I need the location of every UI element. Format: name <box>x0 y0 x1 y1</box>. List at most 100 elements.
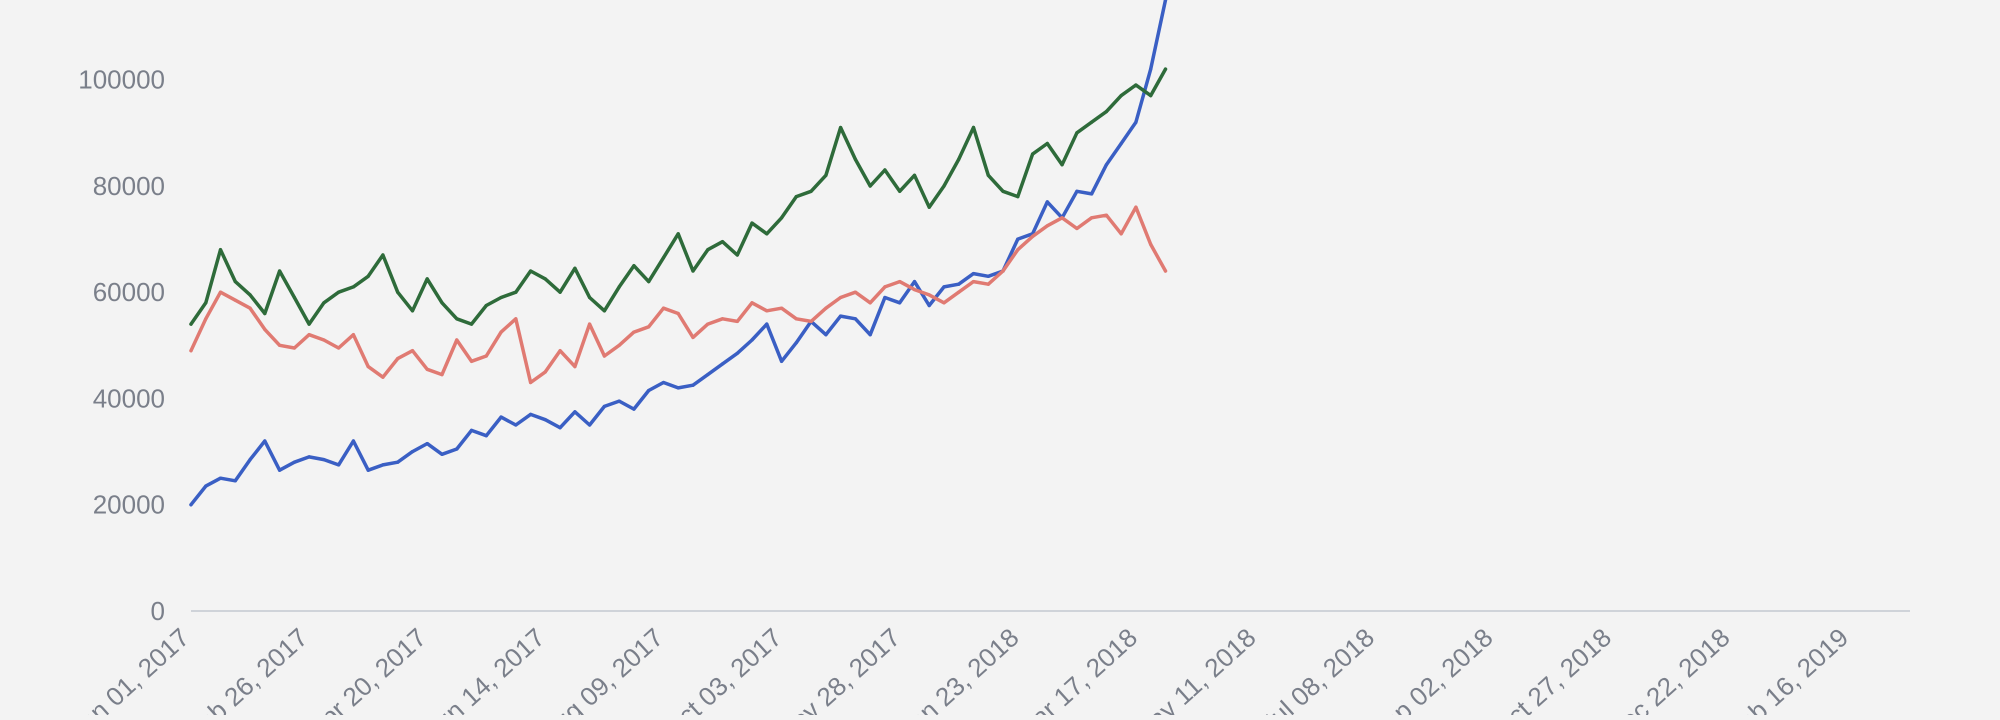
data-point <box>588 322 592 326</box>
data-point <box>455 447 459 451</box>
data-point <box>573 266 577 270</box>
data-point <box>735 253 739 257</box>
data-point <box>1104 110 1108 114</box>
data-point <box>1090 216 1094 220</box>
data-point <box>1016 248 1020 252</box>
data-point <box>263 327 267 331</box>
data-point <box>425 277 429 281</box>
data-point <box>484 434 488 438</box>
data-point <box>469 428 474 432</box>
data-point <box>706 248 710 252</box>
data-point <box>1104 163 1108 167</box>
data-point <box>986 282 990 286</box>
data-point <box>322 458 326 462</box>
data-point <box>912 173 917 177</box>
data-point <box>351 439 355 443</box>
data-point <box>381 375 385 379</box>
data-point <box>927 293 931 297</box>
data-point <box>691 335 695 339</box>
data-point <box>617 285 621 289</box>
data-point <box>898 301 902 305</box>
data-point <box>337 290 341 294</box>
data-point <box>366 468 370 472</box>
data-point <box>514 317 518 321</box>
data-point <box>204 317 208 321</box>
data-point <box>927 303 931 308</box>
data-point <box>898 280 902 284</box>
data-point <box>469 322 474 326</box>
data-point <box>883 285 887 289</box>
data-point <box>484 303 488 308</box>
data-point <box>292 346 296 350</box>
data-point <box>794 195 798 199</box>
data-point <box>1031 152 1035 156</box>
data-point <box>1016 237 1020 241</box>
data-point <box>971 280 976 284</box>
data-point <box>410 349 415 353</box>
data-point <box>204 484 208 488</box>
data-point <box>1090 120 1094 124</box>
data-point <box>602 354 607 358</box>
data-point <box>1149 94 1153 98</box>
data-point <box>868 184 872 188</box>
data-point <box>1075 189 1079 193</box>
data-point <box>957 282 961 286</box>
data-point <box>661 306 666 310</box>
data-point <box>720 317 725 321</box>
data-point <box>1163 0 1168 2</box>
data-point <box>233 479 237 483</box>
data-point <box>883 295 887 300</box>
data-point <box>425 367 429 371</box>
data-point <box>632 407 636 411</box>
data-point <box>514 423 518 427</box>
y-axis: 0 20000 40000 60000 80000 100000 <box>78 65 165 626</box>
data-point <box>543 277 547 281</box>
data-point <box>780 306 784 310</box>
data-point <box>484 354 488 358</box>
data-point <box>307 333 311 337</box>
data-point <box>322 338 326 342</box>
data-point <box>189 322 193 326</box>
data-point <box>1001 189 1005 193</box>
data-point <box>469 359 474 363</box>
data-point <box>248 306 252 310</box>
y-tick-label: 60000 <box>93 277 165 307</box>
data-point <box>1163 67 1168 71</box>
data-point <box>602 404 607 408</box>
data-point <box>218 290 223 294</box>
data-point <box>986 173 990 177</box>
data-point <box>706 373 710 377</box>
data-point <box>351 333 355 337</box>
data-point <box>661 380 666 385</box>
y-tick-label: 100000 <box>78 65 165 95</box>
data-point <box>735 351 739 355</box>
data-point <box>1045 141 1049 146</box>
data-point <box>410 450 415 454</box>
data-point <box>1134 205 1138 209</box>
data-point <box>676 232 680 236</box>
data-point <box>278 468 282 472</box>
data-point <box>912 288 917 292</box>
data-point <box>499 295 503 300</box>
data-point <box>986 274 990 278</box>
data-point <box>1119 141 1123 146</box>
data-point <box>676 386 680 390</box>
data-point <box>558 290 562 294</box>
data-point <box>263 439 267 443</box>
data-point <box>839 125 843 130</box>
data-point <box>410 309 415 313</box>
data-point <box>455 338 459 342</box>
data-point <box>322 301 326 305</box>
data-point <box>1031 234 1035 238</box>
data-point <box>292 460 296 464</box>
data-point <box>588 295 592 300</box>
data-point <box>853 317 858 321</box>
data-point <box>942 285 946 289</box>
data-point <box>971 125 976 130</box>
data-point <box>396 290 400 294</box>
data-point <box>868 333 872 337</box>
data-point <box>425 442 429 446</box>
data-point <box>248 293 252 297</box>
data-point <box>647 388 651 393</box>
